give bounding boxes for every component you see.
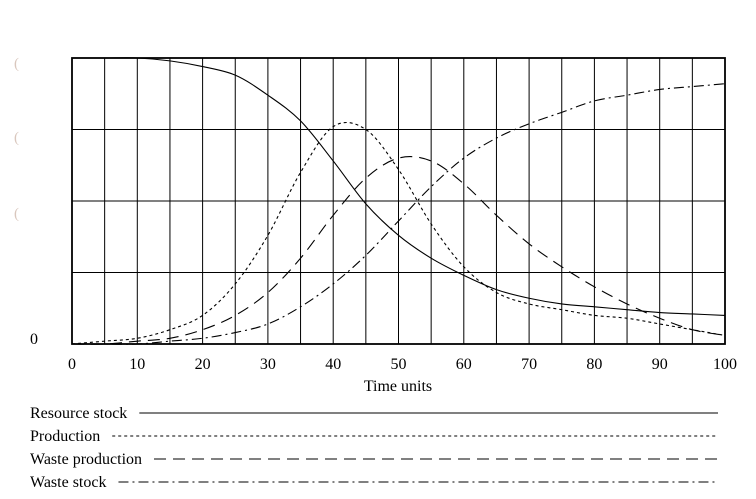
- x-tick-labels: 0 10 20 30 40 50 60 70 80 90 100: [68, 356, 737, 373]
- x-axis-title: Time units: [364, 378, 432, 395]
- x-tick-label: 90: [652, 356, 668, 373]
- series-line-resource-stock: [71, 57, 726, 316]
- x-tick-label: 100: [713, 356, 737, 373]
- legend-label: Production: [30, 428, 100, 445]
- x-tick-label: 30: [260, 356, 276, 373]
- faint-mark: (: [14, 56, 19, 72]
- series-line-production: [71, 121, 726, 345]
- legend-label: Resource stock: [30, 405, 127, 422]
- x-tick-label: 70: [521, 356, 537, 373]
- x-tick-label: 10: [129, 356, 145, 373]
- series-layer: [71, 57, 726, 345]
- x-tick-label: 0: [68, 356, 76, 373]
- legend-label: Waste stock: [30, 474, 106, 491]
- plot-frame: [71, 57, 726, 345]
- x-tick-label: 50: [391, 356, 407, 373]
- x-tick-label: 60: [456, 356, 472, 373]
- x-tick-label: 80: [586, 356, 602, 373]
- x-tick-label: 20: [195, 356, 211, 373]
- series-line-waste-stock: [71, 83, 726, 345]
- faint-marks: ( ( (: [14, 56, 19, 222]
- y-tick-label: 0: [30, 331, 38, 348]
- faint-mark: (: [14, 130, 19, 146]
- legend-label: Waste production: [30, 451, 142, 468]
- grid: [72, 58, 725, 344]
- faint-mark: (: [14, 206, 19, 222]
- legend: Resource stock Production Waste production…: [30, 405, 718, 491]
- x-tick-label: 40: [325, 356, 341, 373]
